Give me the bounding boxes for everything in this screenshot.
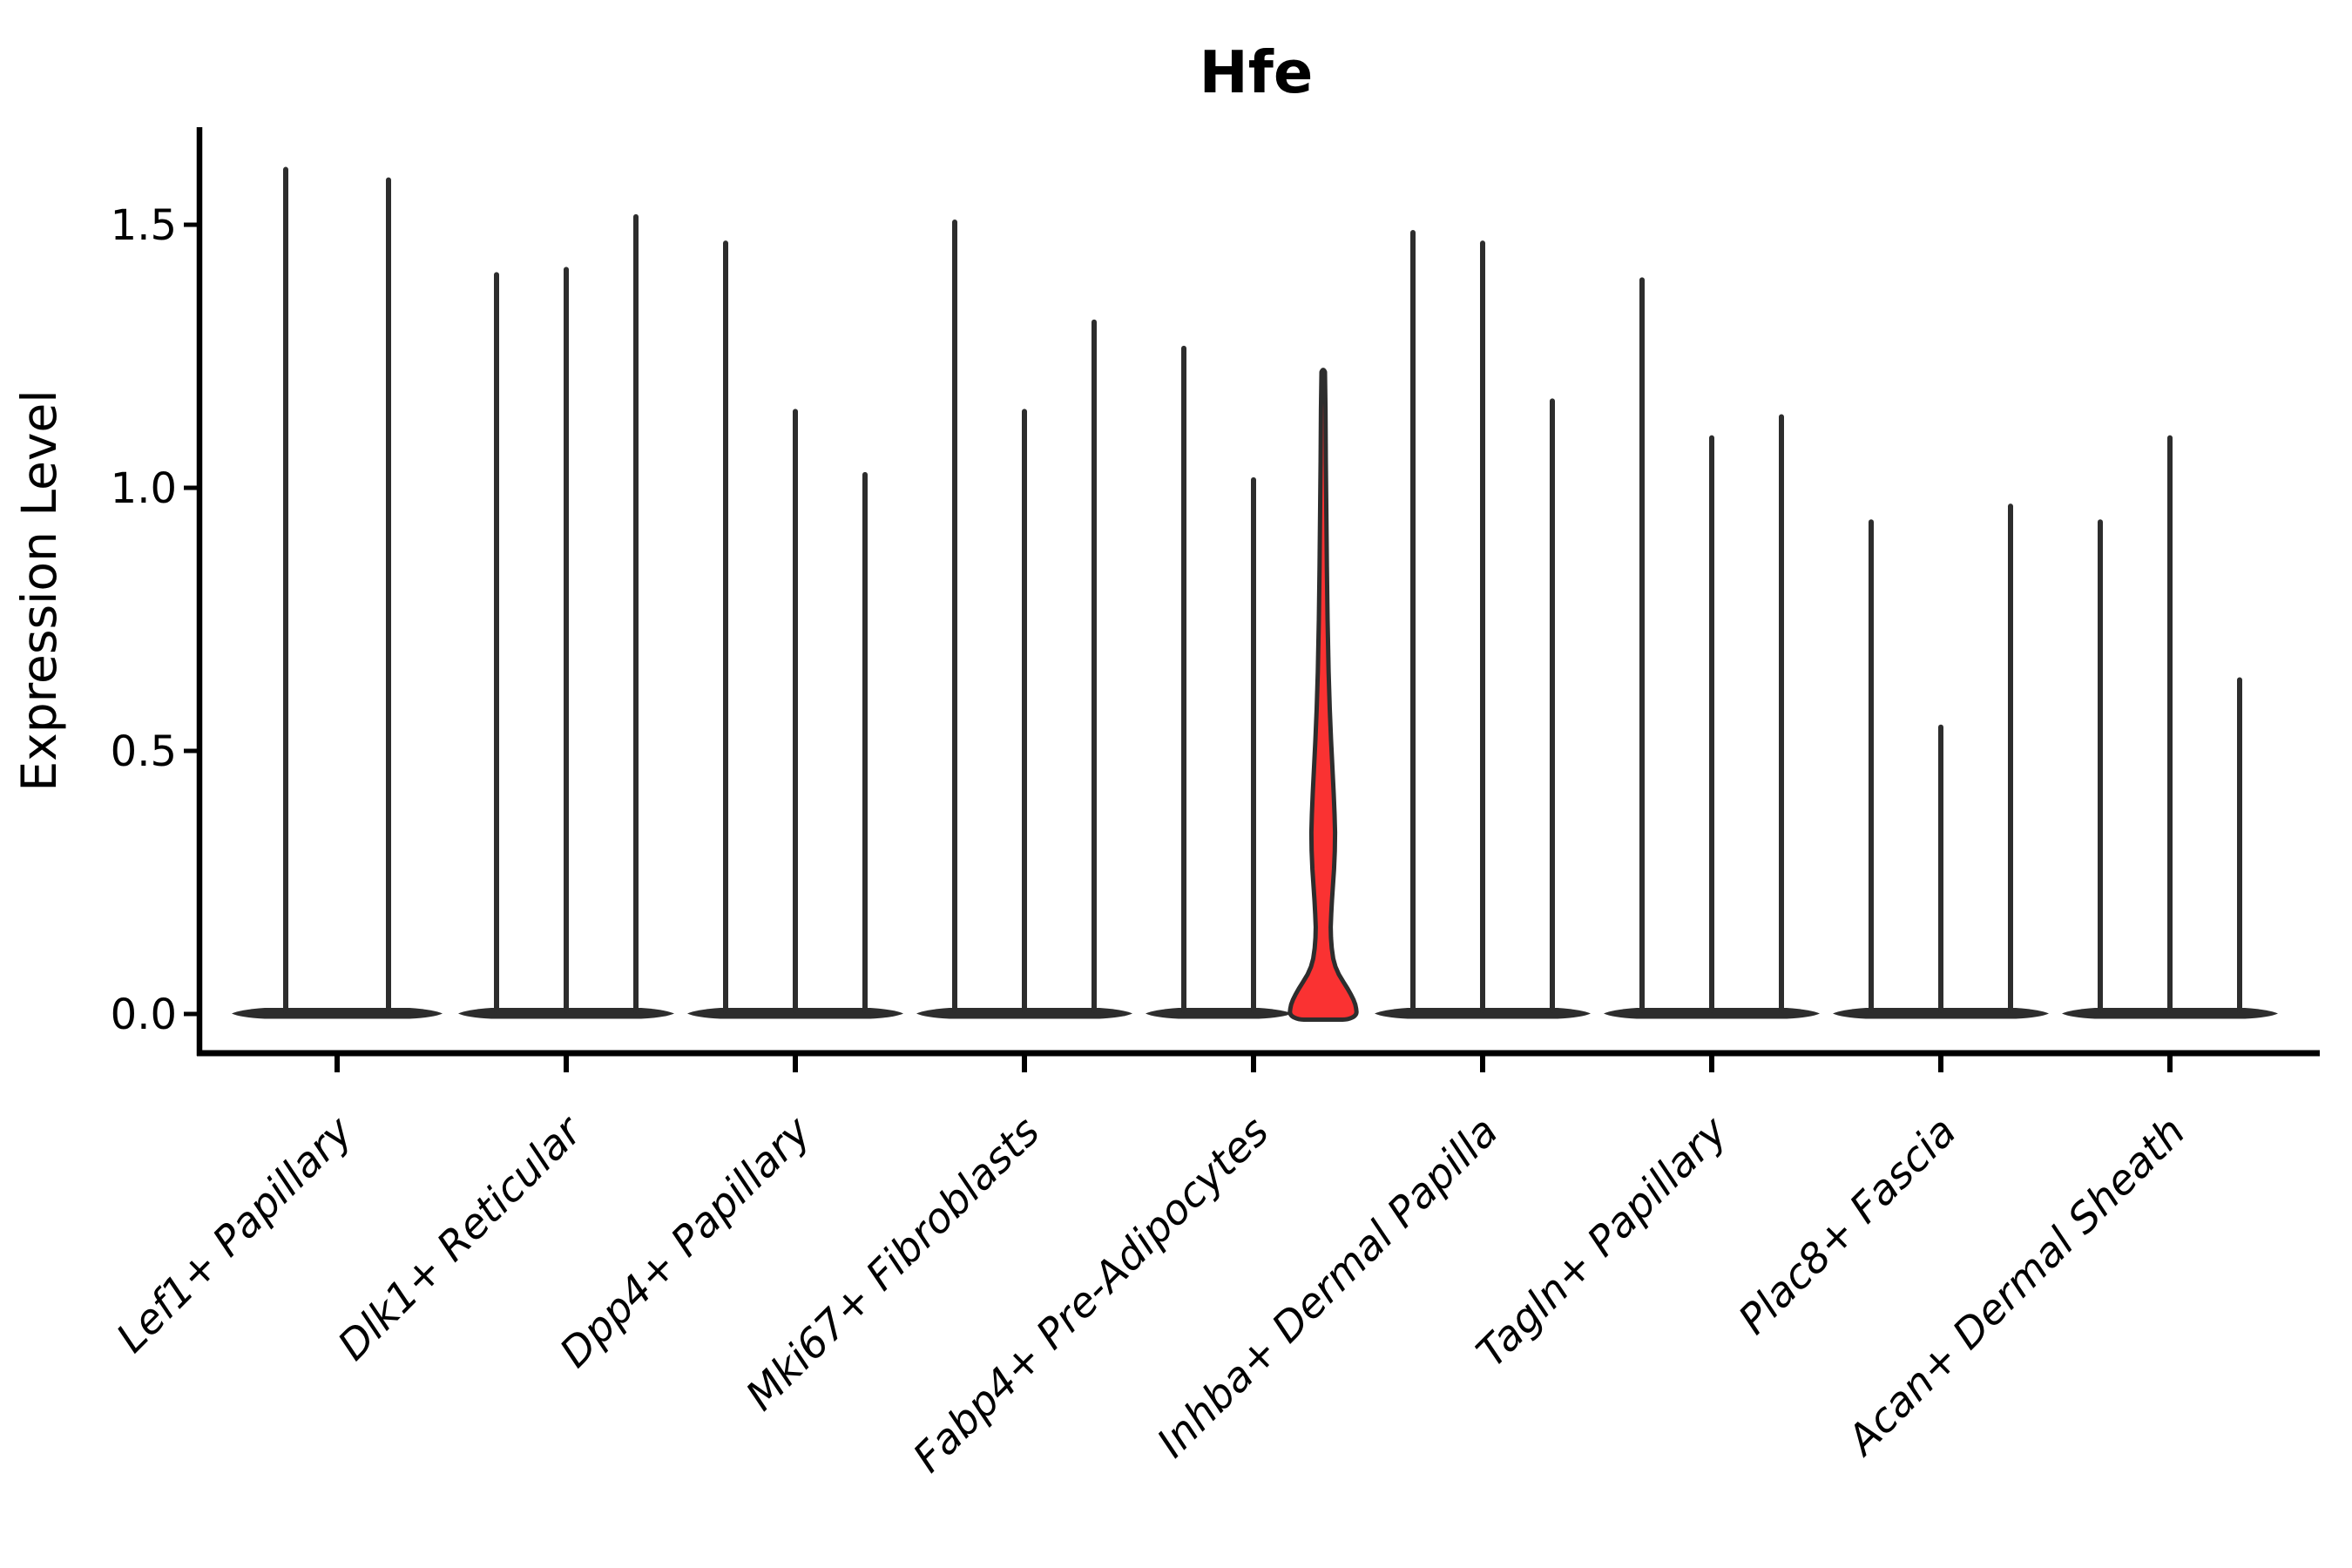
y-tick-label: 1.0: [111, 464, 177, 513]
x-tick-label: Dlk1+ Reticular: [329, 1106, 593, 1370]
violin-base: [232, 1008, 443, 1019]
y-tick-label: 1.5: [111, 201, 177, 250]
y-tick-label: 0.0: [111, 990, 177, 1039]
y-tick-label: 0.5: [111, 727, 177, 776]
violin-base: [1146, 1008, 1292, 1019]
chart-title: Hfe: [1200, 38, 1314, 106]
violin-base: [1604, 1008, 1820, 1019]
violin-base: [458, 1008, 674, 1019]
violin-base: [1375, 1008, 1591, 1019]
violin-base: [687, 1008, 903, 1019]
highlighted-violin: [1288, 368, 1359, 1022]
x-tick-label: Dpp4+ Papillary: [551, 1107, 821, 1377]
violin-base: [916, 1008, 1132, 1019]
violin-base: [2062, 1008, 2278, 1019]
x-tick-label: Tagln+ Papillary: [1468, 1107, 1738, 1377]
violin-base: [1833, 1008, 2049, 1019]
x-tick-label: Lef1+ Papillary: [107, 1107, 362, 1362]
x-tick-label: Plac8+ Fascia: [1729, 1108, 1965, 1344]
y-axis-label: Expression Level: [11, 389, 67, 791]
